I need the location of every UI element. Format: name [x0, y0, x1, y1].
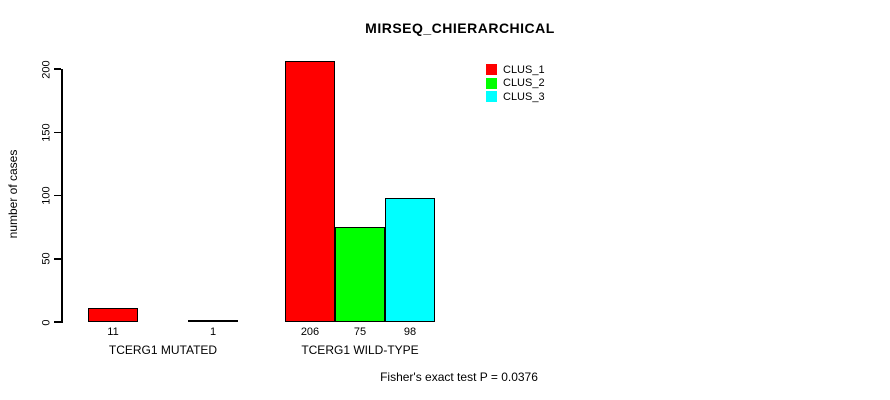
bar-clus_3-group2 — [385, 198, 435, 322]
y-axis-tick-label: 100 — [40, 186, 53, 205]
legend-label: CLUS_1 — [503, 63, 545, 76]
bar-clus_3-group1 — [188, 320, 238, 322]
y-axis-title: number of cases — [6, 149, 20, 239]
y-axis-tick — [54, 321, 61, 323]
legend-label: CLUS_2 — [503, 77, 545, 90]
bar-value-label: 75 — [353, 326, 367, 338]
legend-item: CLUS_3 — [486, 90, 545, 104]
y-axis-tick — [54, 258, 61, 260]
y-axis-tick — [54, 68, 61, 70]
bar-value-label: 98 — [403, 326, 417, 338]
bar-value-label: 206 — [300, 326, 320, 338]
y-axis-tick-label: 0 — [40, 318, 53, 326]
y-axis-tick-label: 150 — [40, 123, 53, 142]
bar-clus_1-group1 — [88, 308, 138, 322]
bar-clus_2-group2 — [335, 227, 385, 322]
legend-swatch-icon — [486, 64, 497, 76]
y-axis-line — [61, 69, 63, 323]
legend-item: CLUS_1 — [486, 63, 545, 77]
x-category-label-mutated: TCERG1 MUTATED — [108, 343, 218, 357]
bar-clus_1-group2 — [285, 61, 335, 322]
y-axis-tick-label: 50 — [40, 252, 53, 265]
y-axis-tick-label: 200 — [40, 59, 53, 79]
legend-label: CLUS_3 — [503, 90, 545, 103]
y-axis-tick — [54, 194, 61, 197]
legend: CLUS_1 CLUS_2 CLUS_3 — [486, 63, 545, 104]
legend-swatch-icon — [486, 77, 497, 89]
bar-value-label: 1 — [209, 326, 217, 338]
y-axis-tick — [54, 131, 61, 133]
chart-title: MIRSEQ_CHIERARCHICAL — [365, 20, 555, 36]
legend-swatch-icon — [486, 91, 497, 103]
footnote-text: Fisher's exact test P = 0.0376 — [380, 370, 538, 384]
x-category-label-wildtype: TCERG1 WILD-TYPE — [301, 343, 419, 357]
bar-value-label: 11 — [107, 326, 119, 338]
legend-item: CLUS_2 — [486, 77, 545, 91]
